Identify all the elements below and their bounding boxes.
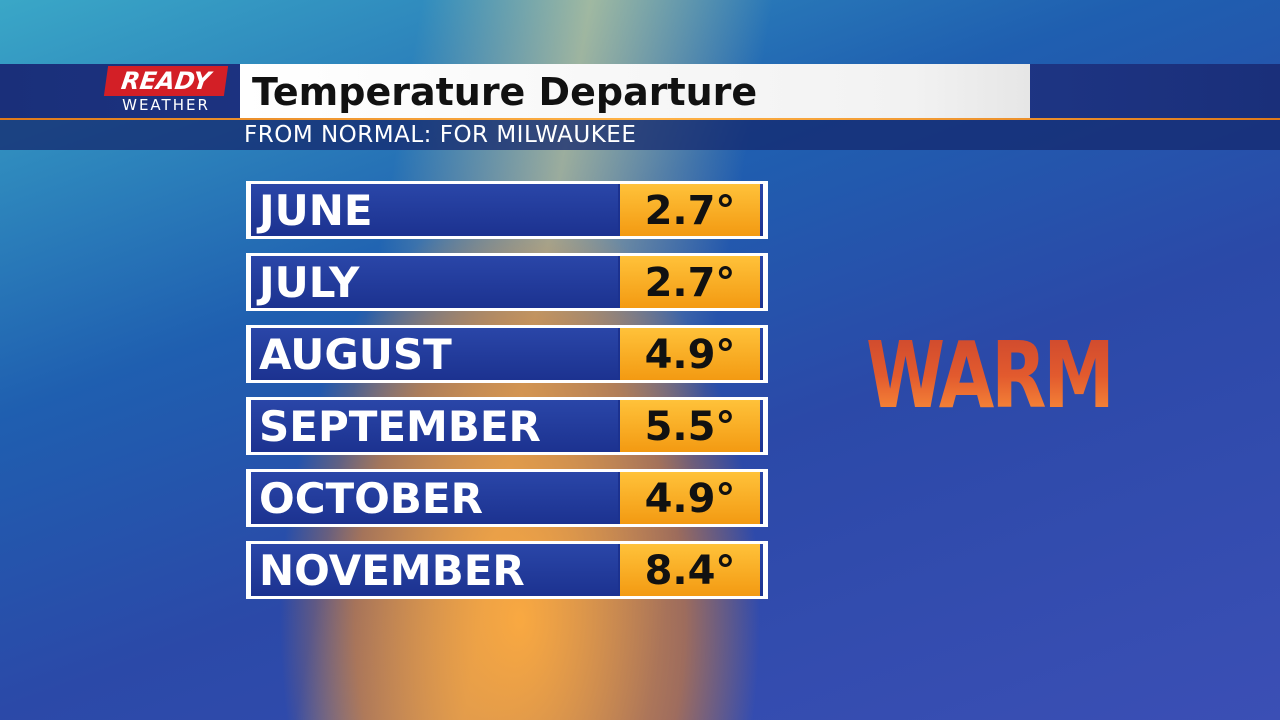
row: AUGUST 4.9°: [246, 325, 768, 383]
header-panel: [240, 64, 1030, 118]
logo: READY WEATHER: [100, 66, 232, 116]
row-value: 8.4°: [618, 544, 760, 596]
row-value: 4.9°: [618, 328, 760, 380]
row: JULY 2.7°: [246, 253, 768, 311]
row: OCTOBER 4.9°: [246, 469, 768, 527]
badge: WARM: [866, 322, 1115, 429]
header-rule: [0, 118, 1280, 120]
title: Temperature Departure: [252, 70, 758, 114]
row: NOVEMBER 8.4°: [246, 541, 768, 599]
row-value: 5.5°: [618, 400, 760, 452]
row: JUNE 2.7°: [246, 181, 768, 239]
subtitle-band: [0, 120, 1280, 150]
logo-top: READY: [103, 66, 229, 96]
row-value: 2.7°: [618, 184, 760, 236]
subtitle: FROM NORMAL: FOR MILWAUKEE: [244, 122, 637, 148]
row-value: 4.9°: [618, 472, 760, 524]
logo-bottom: WEATHER: [122, 96, 210, 114]
row-value: 2.7°: [618, 256, 760, 308]
row: SEPTEMBER 5.5°: [246, 397, 768, 455]
